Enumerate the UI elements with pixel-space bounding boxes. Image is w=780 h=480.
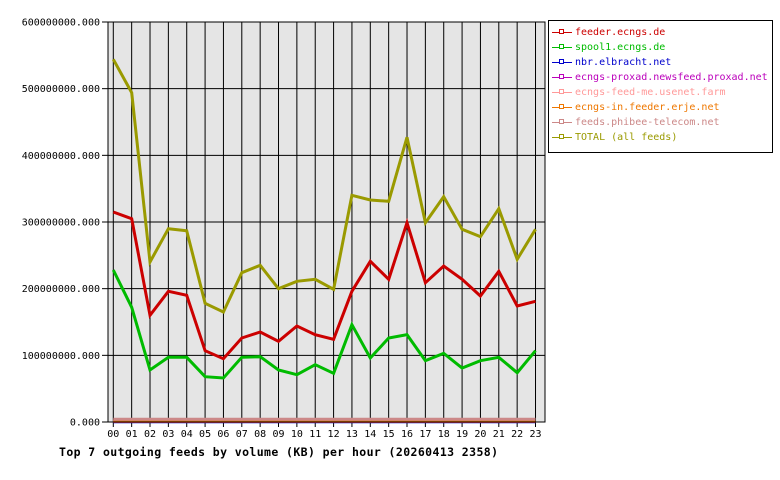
x-axis-tick-label: 05 [199, 429, 211, 440]
legend-line-swatch [552, 133, 572, 142]
x-axis-tick-label: 16 [401, 429, 413, 440]
x-axis-tick-label: 19 [456, 429, 468, 440]
x-axis-tick-label: 01 [126, 429, 138, 440]
x-axis-tick-label: 00 [107, 429, 119, 440]
x-axis-tick-label: 17 [419, 429, 431, 440]
x-axis-tick-label: 20 [474, 429, 486, 440]
legend-marker-icon [559, 29, 564, 34]
legend-label: ecngs-in.feeder.erje.net [575, 102, 720, 113]
legend-label: ecngs-feed-me.usenet.farm [575, 87, 726, 98]
x-axis-tick-label: 18 [438, 429, 450, 440]
x-axis-tick-label: 08 [254, 429, 266, 440]
series-line-1 [111, 269, 537, 380]
y-axis-tick-label: 600000000.000 [22, 18, 100, 29]
x-axis-tick-label: 22 [511, 429, 523, 440]
legend-line-swatch [552, 28, 572, 37]
plot-border [107, 21, 546, 423]
series-line-7 [111, 58, 537, 315]
legend-label: feeds.phibee-telecom.net [575, 117, 720, 128]
legend-line-swatch [552, 43, 572, 52]
x-axis-tick-label: 04 [181, 429, 193, 440]
legend-label: TOTAL (all feeds) [575, 132, 678, 143]
legend-item-5: ecngs-in.feeder.erje.net [549, 100, 772, 115]
legend-line-swatch [552, 73, 572, 82]
legend-item-2: nbr.elbracht.net [549, 55, 772, 70]
legend-line-swatch [552, 118, 572, 127]
x-axis-tick-label: 21 [493, 429, 505, 440]
y-axis-tick-label: 500000000.000 [22, 84, 100, 95]
legend-item-6: feeds.phibee-telecom.net [549, 115, 772, 130]
legend-line-swatch [552, 88, 572, 97]
x-axis-tick-label: 09 [272, 429, 284, 440]
legend-item-0: feeder.ecngs.de [549, 25, 772, 40]
legend-label: spool1.ecngs.de [575, 42, 666, 53]
legend-marker-icon [559, 104, 564, 109]
x-axis-tick-label: 11 [309, 429, 321, 440]
legend-marker-icon [559, 74, 564, 79]
legend-item-3: ecngs-proxad.newsfeed.proxad.net [549, 70, 772, 85]
x-axis-tick-label: 15 [383, 429, 395, 440]
legend-line-swatch [552, 103, 572, 112]
y-axis-tick-label: 400000000.000 [22, 151, 100, 162]
legend-label: nbr.elbracht.net [575, 57, 672, 68]
legend-item-1: spool1.ecngs.de [549, 40, 772, 55]
y-axis-tick-label: 100000000.000 [22, 351, 100, 362]
x-axis-tick-label: 12 [328, 429, 340, 440]
legend-label: ecngs-proxad.newsfeed.proxad.net [575, 72, 768, 83]
y-axis-tick-label: 200000000.000 [22, 284, 100, 295]
series-line-0 [112, 210, 536, 361]
legend-marker-icon [559, 134, 564, 139]
chart-title: Top 7 outgoing feeds by volume (KB) per … [59, 445, 499, 459]
legend-marker-icon [559, 59, 564, 64]
x-axis-tick-label: 23 [529, 429, 541, 440]
legend-box: feeder.ecngs.de spool1.ecngs.de nbr.elbrac… [548, 20, 773, 153]
legend-marker-icon [559, 119, 564, 124]
legend-item-4: ecngs-feed-me.usenet.farm [549, 85, 772, 100]
legend-item-7: TOTAL (all feeds) [549, 130, 772, 145]
x-axis-tick-label: 06 [217, 429, 229, 440]
x-axis-tick-label: 03 [162, 429, 174, 440]
legend-label: feeder.ecngs.de [575, 27, 666, 38]
x-axis-tick-label: 02 [144, 429, 156, 440]
x-axis-tick-label: 13 [346, 429, 358, 440]
y-axis-tick-label: 300000000.000 [22, 218, 100, 229]
x-axis-tick-label: 10 [291, 429, 303, 440]
x-axis-tick-label: 07 [236, 429, 248, 440]
legend-marker-icon [559, 44, 564, 49]
x-axis-tick-label: 14 [364, 429, 376, 440]
legend-line-swatch [552, 58, 572, 67]
y-axis-tick-label: 0.000 [70, 418, 100, 429]
legend-marker-icon [559, 89, 564, 94]
